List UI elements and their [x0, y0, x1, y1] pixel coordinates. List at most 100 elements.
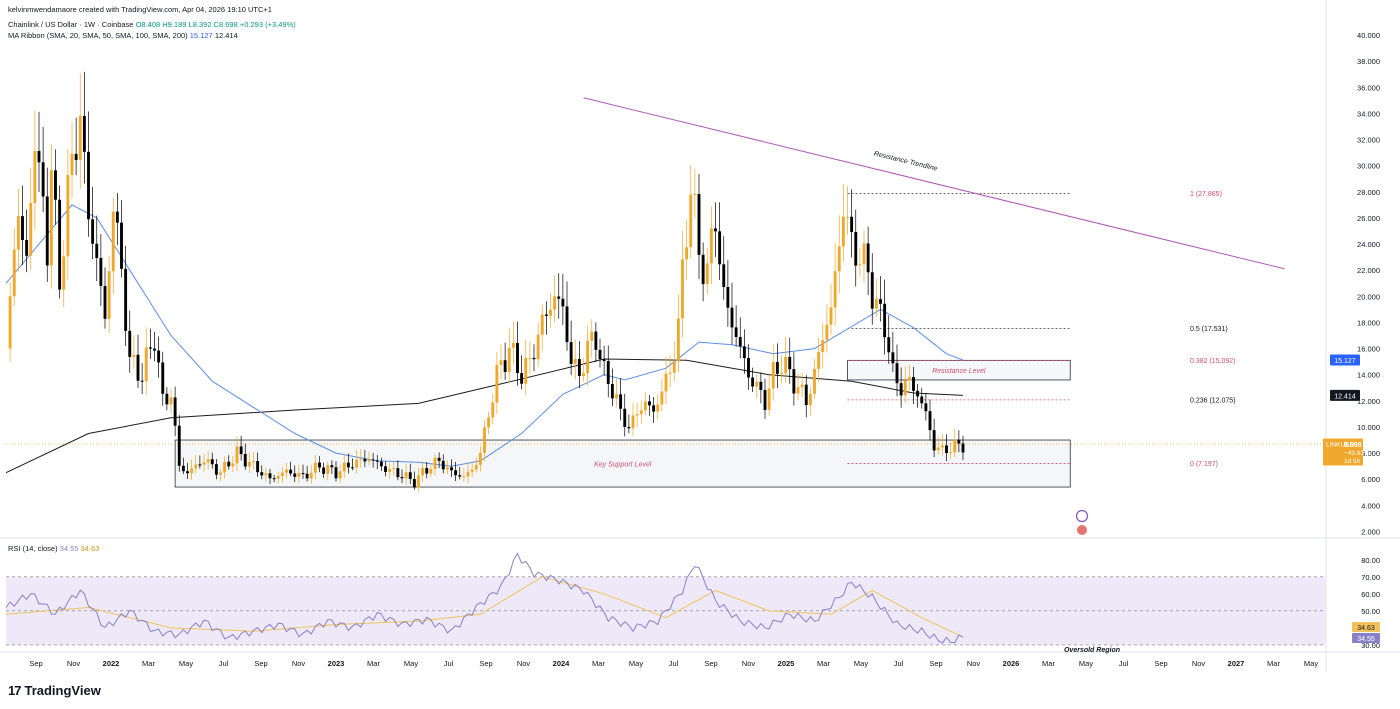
candle-body	[153, 348, 156, 351]
price-axis-tick: 2.000	[1361, 527, 1380, 536]
candle-body	[487, 417, 491, 428]
candle-body	[276, 476, 280, 479]
candle-body	[264, 473, 268, 476]
candle-body	[194, 464, 198, 469]
time-axis-tick: 2022	[103, 659, 120, 668]
fib-level-label: 0.382 (15.092)	[1190, 358, 1236, 365]
candle-body	[928, 411, 932, 431]
tradingview-logo[interactable]: 17 TradingView	[8, 683, 101, 698]
candle-body	[12, 249, 16, 297]
candle-body	[441, 460, 445, 470]
credit-line: kelvinmwendamaore created with TradingVi…	[8, 5, 272, 14]
us-flag-event-icon[interactable]	[1076, 524, 1088, 536]
candle-body	[231, 463, 235, 467]
candle-body	[738, 336, 742, 347]
candle-body	[474, 464, 478, 470]
ma-ribbon-legend[interactable]: MA Ribbon (SMA, 20, SMA, 50, SMA, 100, S…	[8, 31, 238, 41]
time-axis-tick: Nov	[967, 659, 981, 668]
candle-body	[429, 469, 433, 474]
candle-body	[557, 296, 561, 299]
candle-body	[425, 468, 429, 474]
candle-body	[837, 246, 841, 272]
candle-body	[309, 472, 313, 479]
rsi-label: RSI (14, close)	[8, 544, 58, 553]
candle-body	[243, 454, 247, 467]
candle-body	[656, 404, 660, 412]
candle-body	[846, 216, 849, 218]
price-axis-tick: 26.000	[1357, 214, 1380, 223]
resistance-zone	[847, 359, 1071, 381]
candle-body	[763, 390, 767, 410]
candle-body	[705, 263, 709, 285]
candle-body	[553, 296, 557, 310]
candle-body	[916, 390, 920, 397]
candle-body	[610, 383, 614, 399]
candle-body	[499, 360, 503, 365]
candle-body	[536, 334, 540, 360]
candle-body	[483, 427, 486, 453]
candle-body	[602, 359, 606, 362]
candle-body	[895, 363, 899, 384]
candle-body	[462, 476, 466, 478]
price-axis-tick: 4.000	[1361, 501, 1380, 510]
candle-body	[648, 401, 651, 406]
candle-body	[544, 314, 548, 316]
candle-body	[945, 445, 948, 453]
candle-body	[841, 216, 845, 247]
candle-body	[433, 457, 437, 470]
lightning-event-icon[interactable]	[1075, 509, 1089, 523]
candle-body	[627, 426, 631, 429]
candle-body	[907, 377, 911, 381]
candle-body	[363, 458, 367, 462]
candle-body	[639, 410, 643, 415]
candle-body	[701, 254, 705, 285]
candle-body	[219, 472, 222, 475]
symbol-line: Chainlink / US Dollar · 1W · Coinbase O8…	[8, 20, 296, 30]
candle-body	[742, 346, 746, 358]
candle-body	[388, 469, 392, 472]
ma-ribbon-label: MA Ribbon (SMA, 20, SMA, 50, SMA, 100, S…	[8, 31, 188, 40]
ohlc-low: L8.392	[188, 20, 212, 29]
candle-body	[115, 211, 119, 223]
resistance-trendline[interactable]	[583, 97, 1285, 270]
candle-body	[590, 331, 594, 341]
time-axis-tick: Mar	[1042, 659, 1055, 668]
candle-body	[565, 306, 569, 343]
candle-body	[734, 327, 738, 337]
time-axis-tick: 2024	[553, 659, 571, 668]
candle-body	[495, 364, 499, 403]
candle-body	[62, 256, 66, 290]
candle-body	[37, 151, 41, 163]
candle-body	[285, 469, 288, 473]
candle-body	[643, 401, 647, 411]
candle-body	[45, 196, 49, 266]
candle-body	[615, 394, 618, 399]
time-axis-tick: Mar	[367, 659, 380, 668]
candle-body	[103, 285, 107, 319]
price-tag-label: 15.127	[1334, 358, 1356, 365]
time-axis-tick: 2026	[1003, 659, 1020, 668]
rsi-legend[interactable]: RSI (14, close) 34.55 34.63	[8, 544, 99, 554]
price-axis-tick: 40.000	[1357, 31, 1380, 40]
time-axis-tick: Sep	[1154, 659, 1167, 668]
time-axis-tick: Jul	[444, 659, 454, 668]
price-axis-tick: 24.000	[1357, 240, 1380, 249]
candle-body	[833, 271, 837, 308]
candle-body	[503, 360, 507, 372]
candle-body	[676, 318, 680, 362]
candle-body	[132, 354, 136, 357]
candle-body	[99, 258, 103, 286]
ma50-line	[5, 204, 964, 467]
candle-body	[8, 296, 12, 349]
current-price-label: 8.698	[1344, 442, 1362, 449]
candle-body	[516, 343, 519, 374]
ma200-line	[5, 358, 964, 474]
candle-body	[396, 468, 400, 478]
candle-body	[804, 384, 808, 406]
price-tag	[1330, 354, 1360, 366]
candle-body	[594, 331, 598, 350]
candle-body	[351, 467, 354, 469]
candle-body	[891, 352, 895, 364]
tradingview-logo-text: TradingView	[24, 683, 101, 698]
